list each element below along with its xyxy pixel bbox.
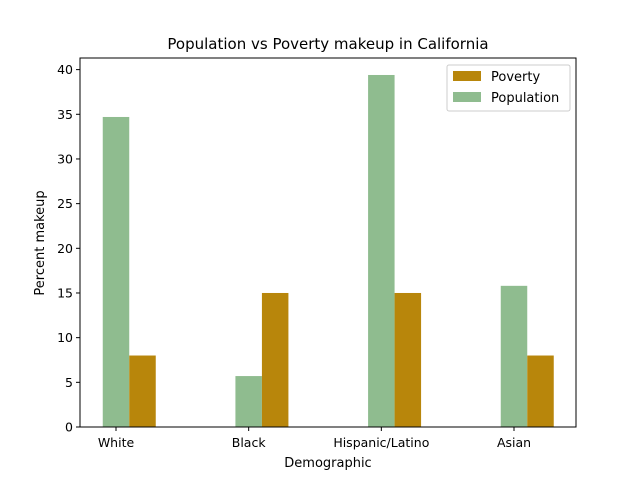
chart-title: Population vs Poverty makeup in Californ… xyxy=(167,35,488,53)
bar-poverty-hispanic-latino xyxy=(394,292,422,427)
y-tick-label: 40 xyxy=(57,62,73,77)
bar-poverty-asian xyxy=(527,355,554,427)
bar-population-white xyxy=(102,116,130,427)
legend-label-population: Population xyxy=(491,91,559,106)
plot-frame xyxy=(79,57,577,428)
y-tick-label: 30 xyxy=(57,151,73,166)
axes-layer: 0 5 10 15 20 25 30 35 40 White Black Hispanic/Latin… xyxy=(57,57,577,450)
legend-label-poverty: Poverty xyxy=(491,70,540,85)
x-tick-label: Hispanic/Latino xyxy=(333,435,429,450)
legend-swatch-population xyxy=(453,92,481,102)
legend: Poverty Population xyxy=(446,64,571,112)
bar-poverty-white xyxy=(129,355,156,427)
bars-layer xyxy=(102,74,554,427)
y-axis-label: Percent makeup xyxy=(33,190,48,295)
y-tick-label: 20 xyxy=(57,241,73,256)
bar-population-asian xyxy=(500,285,528,427)
x-tick-label: Asian xyxy=(497,435,531,450)
y-tick-label: 35 xyxy=(57,107,73,122)
legend-swatch-poverty xyxy=(453,71,481,81)
bar-population-black xyxy=(235,376,262,427)
y-tick-label: 25 xyxy=(57,196,73,211)
x-axis-label: Demographic xyxy=(284,456,371,471)
x-tick-label: White xyxy=(98,435,135,450)
x-tick-label: Black xyxy=(232,435,267,450)
y-tick-label: 10 xyxy=(57,330,73,345)
bar-population-hispanic-latino xyxy=(368,74,395,427)
y-tick-label: 5 xyxy=(65,375,73,390)
bar-poverty-black xyxy=(261,292,289,427)
y-tick-label: 0 xyxy=(65,420,73,435)
y-tick-label: 15 xyxy=(57,285,73,300)
